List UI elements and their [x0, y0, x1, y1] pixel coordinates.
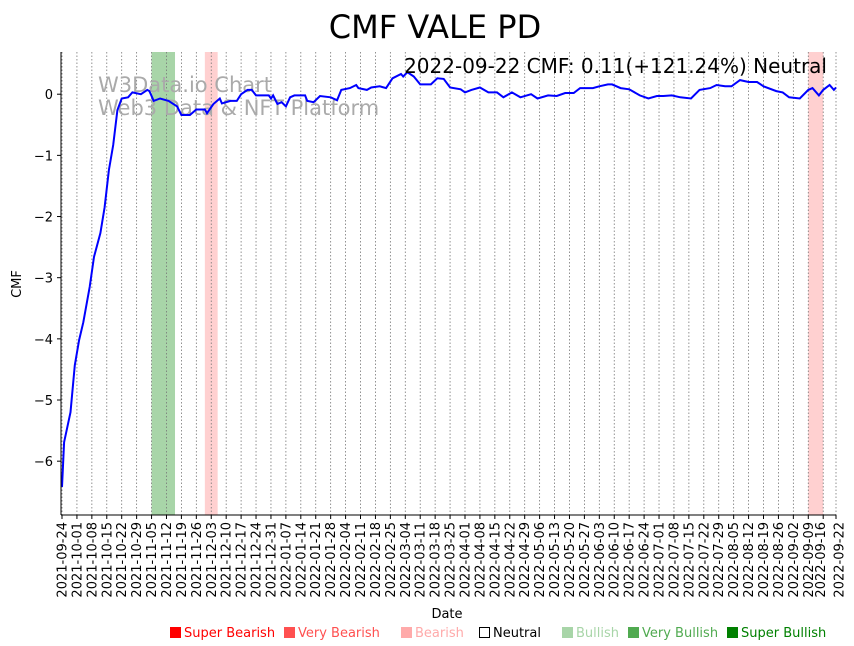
x-tick-label: 2022-07-22 [697, 522, 712, 598]
x-tick-label: 2022-06-17 [623, 522, 638, 598]
x-tick-label: 2022-06-24 [638, 522, 653, 598]
legend-swatch [628, 627, 639, 638]
legend-item-super-bullish: Super Bullish [727, 626, 826, 641]
region-bearish [808, 52, 824, 515]
signal-regions [151, 52, 824, 515]
legend-swatch [284, 627, 295, 638]
y-tick-label: −5 [34, 394, 53, 409]
x-tick-label: 2022-01-21 [309, 522, 324, 598]
x-tick-label: 2021-09-24 [56, 522, 71, 598]
legend-item-neutral: Neutral [479, 626, 541, 641]
x-axis-label: Date [431, 607, 462, 622]
x-tick-label: 2022-07-29 [712, 522, 727, 598]
y-axis-label: CMF [10, 270, 25, 298]
x-tick-label: 2022-01-14 [294, 522, 309, 598]
x-tick-label: 2022-05-27 [578, 522, 593, 598]
x-tick-label: 2022-03-18 [429, 522, 444, 598]
x-tick-label: 2022-07-15 [682, 522, 697, 598]
x-tick-label: 2021-10-08 [85, 522, 100, 598]
legend-item-very-bearish: Very Bearish [284, 626, 380, 641]
x-tick-label: 2022-08-19 [757, 522, 772, 598]
x-tick-label: 2021-10-29 [130, 522, 145, 598]
chart-watermark-line2: Web3 Data & NFT Platform [98, 96, 379, 120]
legend-label: Bullish [576, 626, 620, 641]
x-tick-label: 2022-04-01 [458, 522, 473, 598]
legend-label: Neutral [493, 626, 541, 641]
x-tick-label: 2022-08-26 [772, 522, 787, 598]
legend-label: Super Bullish [741, 626, 827, 641]
legend-item-very-bullish: Very Bullish [628, 626, 718, 641]
x-tick-label: 2022-07-08 [667, 522, 682, 598]
x-tick-label: 2022-09-22 [833, 522, 848, 598]
legend-swatch [170, 627, 181, 638]
x-tick-label: 2022-09-09 [802, 522, 817, 598]
chart-watermark-line1: W3Data.io Chart [98, 73, 272, 97]
y-tick-label: −4 [34, 333, 53, 348]
x-tick-label: 2021-11-05 [145, 522, 160, 598]
x-tick-label: 2022-03-25 [444, 522, 459, 598]
x-tick-label: 2022-06-03 [593, 522, 608, 598]
legend-label: Very Bearish [298, 626, 380, 641]
x-tick-label: 2021-12-10 [220, 522, 235, 598]
x-tick-label: 2022-04-22 [503, 522, 518, 598]
x-tick-label: 2021-11-19 [175, 522, 190, 598]
cmf-line [61, 70, 837, 487]
x-tick-label: 2022-02-04 [339, 522, 354, 598]
y-tick-label: −3 [34, 272, 53, 287]
x-tick-label: 2022-07-01 [653, 522, 668, 598]
legend-swatch [479, 627, 490, 638]
x-tick-label: 2022-03-04 [399, 522, 414, 598]
chart-title: CMF VALE PD [329, 8, 541, 46]
y-ticks: 0 −1 −2 −3 −4 −5 −6 [34, 88, 61, 470]
legend-item-bearish: Bearish [401, 626, 464, 641]
legend-item-bullish: Bullish [562, 626, 619, 641]
x-tick-label: 2022-04-29 [518, 522, 533, 598]
legend-item-super-bearish: Super Bearish [170, 626, 275, 641]
x-ticks: 2021-09-24 2021-10-01 2021-10-08 2021-10-15… [56, 515, 848, 598]
legend-swatch [727, 627, 738, 638]
x-tick-label: 2022-05-06 [533, 522, 548, 598]
y-tick-label: 0 [45, 88, 53, 103]
x-tick-label: 2022-01-28 [324, 522, 339, 598]
x-tick-label: 2022-01-07 [279, 522, 294, 598]
x-tick-label: 2021-12-17 [235, 522, 250, 598]
legend-label: Super Bearish [184, 626, 276, 641]
x-tick-label: 2022-09-02 [787, 522, 802, 598]
x-tick-label: 2021-12-03 [205, 522, 220, 598]
x-tick-label: 2021-10-15 [100, 522, 115, 598]
legend-label: Very Bullish [642, 626, 719, 641]
x-tick-label: 2022-04-08 [473, 522, 488, 598]
legend-swatch [401, 627, 412, 638]
y-tick-label: −6 [34, 455, 53, 470]
x-tick-label: 2022-05-20 [563, 522, 578, 598]
x-tick-label: 2022-03-11 [414, 522, 429, 598]
x-tick-label: 2021-12-31 [264, 522, 279, 598]
y-tick-label: −1 [34, 149, 53, 164]
vertical-gridlines [61, 52, 837, 515]
x-tick-label: 2022-02-11 [354, 522, 369, 598]
x-tick-label: 2022-06-10 [608, 522, 623, 598]
chart-annotation: 2022-09-22 CMF: 0.11(+121.24%) Neutral [404, 54, 827, 78]
x-tick-label: 2021-12-24 [250, 522, 265, 598]
x-tick-label: 2022-08-05 [727, 522, 742, 598]
legend-label: Bearish [415, 626, 464, 641]
y-tick-label: −2 [34, 211, 53, 226]
x-tick-label: 2021-10-22 [115, 522, 130, 598]
legend-swatch [562, 627, 573, 638]
x-tick-label: 2022-02-18 [369, 522, 384, 598]
x-tick-label: 2021-11-12 [160, 522, 175, 598]
x-tick-label: 2022-09-16 [814, 522, 829, 598]
x-tick-label: 2021-10-01 [70, 522, 85, 598]
region-bullish [151, 52, 176, 515]
x-tick-label: 2021-11-26 [190, 522, 205, 598]
x-tick-label: 2022-02-25 [384, 522, 399, 598]
x-tick-label: 2022-05-13 [548, 522, 563, 598]
x-tick-label: 2022-08-12 [742, 522, 757, 598]
x-tick-label: 2022-04-15 [488, 522, 503, 598]
